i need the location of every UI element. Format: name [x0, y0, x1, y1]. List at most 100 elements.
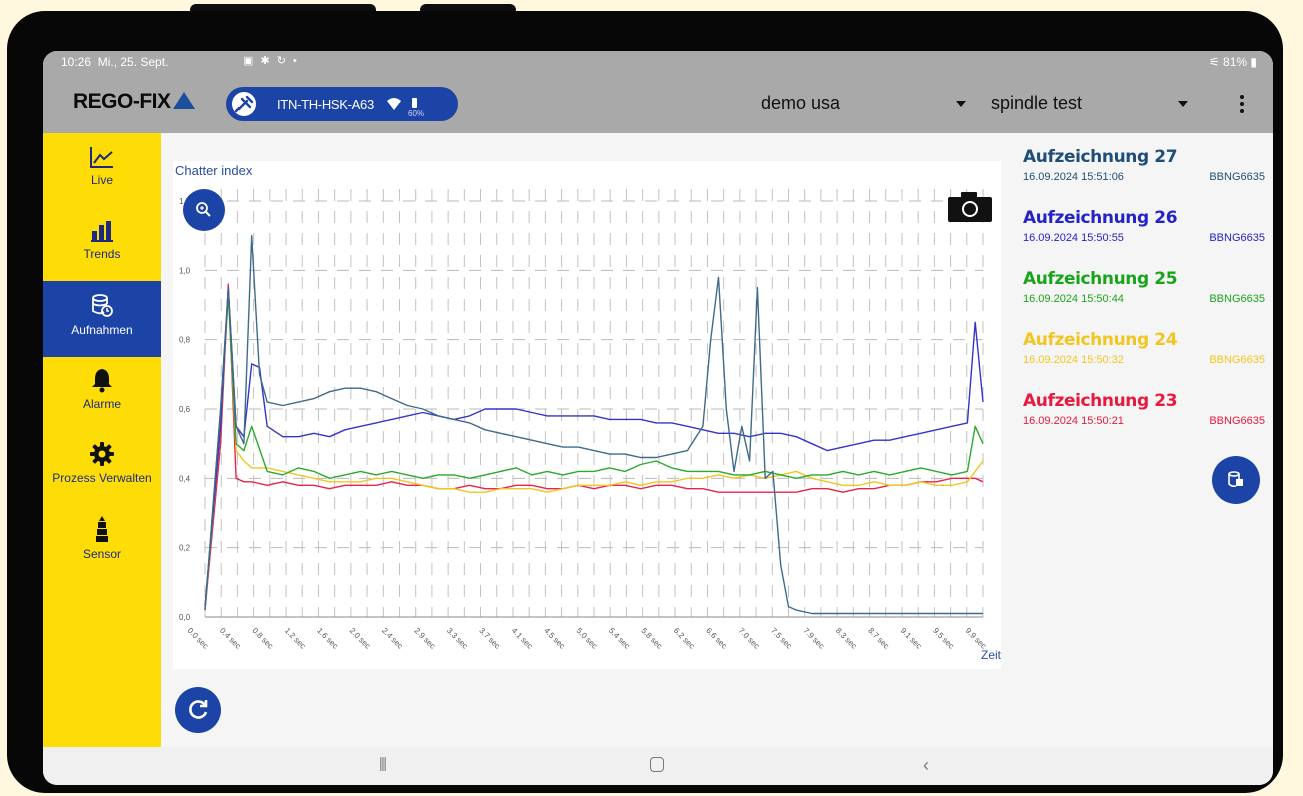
- home-icon[interactable]: [650, 757, 664, 772]
- refresh-icon: [189, 700, 208, 719]
- y-tick-label: 0,4: [179, 474, 191, 483]
- recent-apps-icon[interactable]: ⦀: [379, 755, 387, 775]
- x-tick-label: 4.5 sec: [542, 626, 567, 651]
- x-tick-label: 7.0 sec: [737, 626, 762, 651]
- chevron-down-icon: [1178, 101, 1188, 107]
- x-tick-label: 7.9 sec: [802, 626, 827, 651]
- zoom-icon: [196, 202, 211, 217]
- sidebar-item-prozess-verwalten[interactable]: Prozess Verwalten: [43, 429, 161, 505]
- x-tick-label: 0.8 sec: [250, 626, 275, 651]
- sidebar-item-label: Sensor: [82, 547, 122, 561]
- recording-date: 16.09.2024 15:51:06: [1023, 171, 1124, 183]
- recording-item[interactable]: Aufzeichnung 27 16.09.2024 15:51:06 BBNG…: [1023, 147, 1269, 208]
- sidebar-item-sensor[interactable]: Sensor: [43, 503, 161, 579]
- series-line: [204, 293, 984, 611]
- export-recordings-button[interactable]: [1212, 456, 1260, 504]
- x-tick-label: 2.4 sec: [380, 626, 405, 651]
- series-line: [204, 234, 983, 615]
- tablet-frame: 10:26 Mi., 25. Sept. ▣ ✱ ↻ • ⚟ 81% ▮ REG…: [7, 11, 1283, 793]
- bell-icon: [92, 369, 112, 393]
- status-battery-level: 81%: [1223, 55, 1248, 69]
- x-tick-label: 1.2 sec: [283, 626, 308, 651]
- x-tick-label: 8.7 sec: [866, 626, 891, 651]
- screen: 10:26 Mi., 25. Sept. ▣ ✱ ↻ • ⚟ 81% ▮ REG…: [43, 51, 1273, 785]
- recording-name: Aufzeichnung 27: [1023, 147, 1178, 167]
- recording-name: Aufzeichnung 25: [1023, 269, 1178, 289]
- database-clock-icon: [92, 294, 113, 317]
- x-tick-label: 7.5 sec: [769, 626, 794, 651]
- recordings-list: Aufzeichnung 27 16.09.2024 15:51:06 BBNG…: [1023, 147, 1269, 452]
- x-tick-label: 1.6 sec: [315, 626, 340, 651]
- database-export-icon: [1228, 471, 1243, 488]
- x-tick-label: 2.9 sec: [413, 626, 438, 651]
- y-tick-label: 0,0: [179, 613, 191, 622]
- series-line: [204, 286, 984, 607]
- sensor-icon: [96, 516, 108, 542]
- x-tick-label: 9.1 sec: [899, 626, 924, 651]
- status-clock: 10:26: [61, 55, 92, 69]
- sidebar-item-aufnahmen[interactable]: Aufnahmen: [43, 281, 161, 357]
- recording-name: Aufzeichnung 23: [1023, 391, 1178, 411]
- series-line: [204, 293, 984, 611]
- x-tick-label: 9.9 sec: [964, 626, 989, 651]
- recording-name: Aufzeichnung 26: [1023, 208, 1178, 228]
- process-dropdown-value: spindle test: [991, 93, 1083, 113]
- back-icon[interactable]: ‹: [923, 755, 929, 775]
- x-axis-label: Zeit: [981, 648, 1001, 662]
- app-bar: REGO-FIX ITN-TH-HSK-A63 60% demo usa spi…: [43, 73, 1273, 133]
- camera-icon[interactable]: [947, 191, 993, 223]
- brand-logo: REGO-FIX: [73, 90, 195, 114]
- y-tick-label: 0,2: [179, 544, 191, 553]
- chart-panel: Chatter index 0,00,20,40,60,81,01,20.0 s…: [173, 161, 1001, 669]
- recording-item[interactable]: Aufzeichnung 26 16.09.2024 15:50:55 BBNG…: [1023, 208, 1269, 269]
- brand-logo-text: REGO-FIX: [73, 90, 171, 113]
- x-tick-label: 5.0 sec: [575, 626, 600, 651]
- recording-sensor-id: BBNG6635: [1209, 232, 1265, 244]
- x-tick-label: 4.1 sec: [510, 626, 535, 651]
- status-battery: ⚟ 81% ▮: [1208, 55, 1257, 69]
- bar-chart-icon: [91, 221, 113, 242]
- customer-dropdown[interactable]: demo usa: [761, 93, 971, 117]
- sidebar-item-label: Live: [90, 173, 113, 187]
- line-chart-icon: [90, 147, 113, 168]
- sidebar-item-label: Prozess Verwalten: [52, 471, 152, 485]
- x-tick-label: 2.0 sec: [348, 626, 373, 651]
- zoom-button[interactable]: [183, 189, 225, 231]
- device-name: ITN-TH-HSK-A63: [277, 97, 374, 112]
- x-tick-label: 6.6 sec: [704, 626, 729, 651]
- recording-date: 16.09.2024 15:50:21: [1023, 415, 1124, 427]
- refresh-button[interactable]: [175, 687, 221, 733]
- customer-dropdown-value: demo usa: [761, 93, 841, 113]
- recording-sensor-id: BBNG6635: [1209, 415, 1265, 427]
- x-tick-label: 9.5 sec: [931, 626, 956, 651]
- x-tick-label: 3.3 sec: [445, 626, 470, 651]
- recording-date: 16.09.2024 15:50:55: [1023, 232, 1124, 244]
- x-tick-label: 8.3 sec: [834, 626, 859, 651]
- overflow-menu-icon[interactable]: [1235, 93, 1249, 117]
- recording-date: 16.09.2024 15:50:32: [1023, 354, 1124, 366]
- y-tick-label: 0,6: [179, 405, 191, 414]
- process-dropdown[interactable]: spindle test: [991, 93, 1201, 117]
- recording-sensor-id: BBNG6635: [1209, 171, 1265, 183]
- recording-item[interactable]: Aufzeichnung 23 16.09.2024 15:50:21 BBNG…: [1023, 391, 1269, 452]
- connected-device-chip[interactable]: ITN-TH-HSK-A63 60%: [226, 87, 458, 121]
- sidebar-item-label: Aufnahmen: [71, 323, 133, 337]
- sidebar-item-label: Alarme: [82, 397, 121, 411]
- y-tick-label: 1,0: [179, 266, 191, 275]
- x-tick-label: 6.2 sec: [672, 626, 697, 651]
- series-line: [204, 283, 984, 611]
- x-tick-label: 5.8 sec: [639, 626, 664, 651]
- system-navigation-bar: ⦀ ‹: [43, 747, 1273, 785]
- x-tick-label: 0.4 sec: [218, 626, 243, 651]
- recording-item[interactable]: Aufzeichnung 25 16.09.2024 15:50:44 BBNG…: [1023, 269, 1269, 330]
- plug-icon: [232, 92, 256, 116]
- x-tick-label: 0.0 sec: [186, 626, 211, 651]
- recording-item[interactable]: Aufzeichnung 24 16.09.2024 15:50:32 BBNG…: [1023, 330, 1269, 391]
- sidebar-item-alarme[interactable]: Alarme: [43, 355, 161, 431]
- sidebar: Live Trends Aufnahmen: [43, 133, 161, 747]
- recording-date: 16.09.2024 15:50:44: [1023, 293, 1124, 305]
- sidebar-item-live[interactable]: Live: [43, 133, 161, 209]
- status-date: Mi., 25. Sept.: [97, 55, 169, 69]
- sidebar-item-trends[interactable]: Trends: [43, 207, 161, 283]
